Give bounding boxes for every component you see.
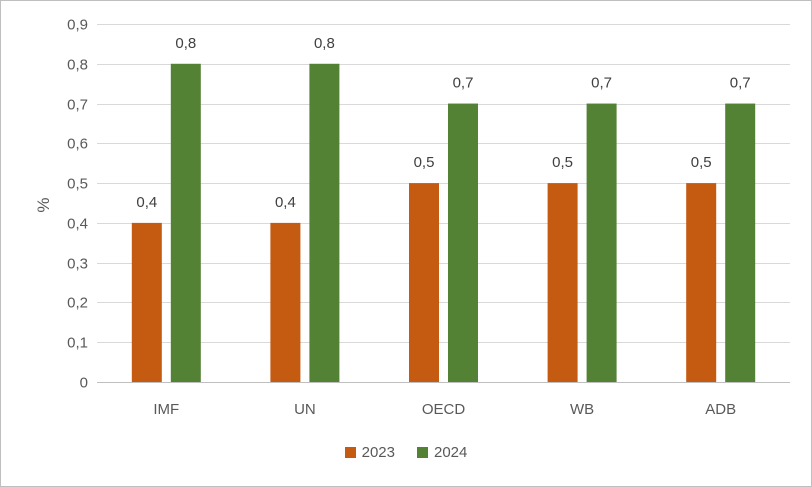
y-tick-label: 0,1 (67, 335, 88, 352)
x-tick-label: ADB (705, 401, 736, 418)
data-label: 0,7 (730, 75, 751, 92)
legend-item-2023: 2023 (344, 443, 395, 461)
bar-2024-IMF (170, 63, 201, 383)
data-label: 0,5 (414, 154, 435, 171)
axes: 0 0,1 0,2 0,3 0,4 0,5 0,6 0,7 0,8 0,9 IMF UN OECD WB A… (67, 17, 790, 418)
legend-swatch (344, 446, 356, 458)
bar-2024-OECD (448, 103, 478, 383)
y-tick-label: 0,7 (67, 97, 88, 114)
x-tick-label: WB (570, 401, 594, 418)
data-labels: 0,4 0,8 0,4 0,8 0,5 0,7 0,5 0,7 0,5 0,7 (136, 35, 750, 211)
data-label: 0,7 (591, 75, 612, 92)
data-label: 0,4 (136, 194, 157, 211)
data-label: 0,8 (175, 35, 196, 52)
legend-item-2024: 2024 (417, 444, 467, 461)
legend: 2023 2024 (0, 441, 812, 463)
legend-label: 2024 (434, 443, 468, 461)
y-axis-label: % (34, 197, 53, 212)
data-label: 0,5 (691, 154, 712, 171)
x-tick-label: UN (294, 401, 316, 418)
data-label: 0,5 (552, 154, 573, 171)
data-label: 0,7 (453, 75, 474, 92)
x-tick-label: OECD (422, 401, 466, 418)
bar-2024-WB (586, 103, 617, 383)
bar-2023-ADB (686, 183, 717, 382)
data-label: 0,4 (275, 194, 296, 211)
legend-label: 2023 (361, 443, 395, 461)
y-tick-label: 0,9 (67, 17, 88, 34)
y-tick-label: 0,8 (67, 57, 88, 74)
y-tick-label: 0,6 (67, 136, 88, 153)
legend-swatch (417, 446, 428, 458)
gridlines (97, 24, 790, 343)
x-tick-label: IMF (153, 401, 179, 418)
bar-2023-WB (547, 183, 578, 382)
data-label: 0,8 (314, 35, 335, 52)
bar-2024-UN (309, 63, 340, 383)
bars (131, 63, 756, 383)
bar-2023-IMF (131, 222, 162, 382)
y-tick-label: 0,4 (67, 216, 88, 233)
y-tick-label: 0 (80, 375, 88, 392)
bar-2023-UN (270, 222, 301, 382)
y-tick-label: 0,3 (67, 256, 88, 273)
bar-2023-OECD (409, 183, 439, 382)
bar-2024-ADB (725, 103, 756, 383)
y-tick-label: 0,5 (67, 176, 88, 193)
y-tick-label: 0,2 (67, 295, 88, 312)
